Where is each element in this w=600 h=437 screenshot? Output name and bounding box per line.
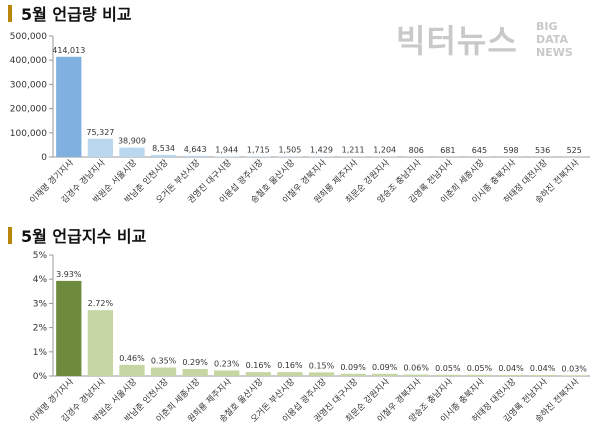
bar xyxy=(119,364,145,376)
heading-accent-bar xyxy=(8,226,12,244)
mentions-heading: 5월 언급량 비교 xyxy=(8,2,132,24)
bar xyxy=(87,138,114,157)
bar xyxy=(182,155,208,157)
index-heading: 5월 언급지수 비교 xyxy=(8,224,146,246)
bar xyxy=(150,367,177,376)
bar-value-label: 2.72% xyxy=(88,299,114,308)
mentions-heading-text: 5월 언급량 비교 xyxy=(21,5,132,24)
bar-value-label: 0.04% xyxy=(498,364,524,373)
bigdata-news-logo: 빅터뉴스 BIG DATA NEWS xyxy=(396,10,586,68)
bar-value-label: 75,327 xyxy=(86,128,114,137)
bar-value-label: 1,429 xyxy=(310,146,333,155)
logo-english-text: BIG DATA NEWS xyxy=(536,20,573,59)
bar-value-label: 525 xyxy=(567,146,582,155)
bar-value-label: 1,944 xyxy=(215,146,238,155)
bar-value-label: 0.04% xyxy=(530,364,556,373)
bar-value-label: 1,715 xyxy=(247,146,270,155)
bar xyxy=(372,373,398,376)
bar-value-label: 1,505 xyxy=(278,146,301,155)
bar-value-label: 1,211 xyxy=(342,146,365,155)
index-heading-text: 5월 언급지수 비교 xyxy=(21,227,147,246)
bar-value-label: 0.46% xyxy=(119,354,145,363)
bar xyxy=(245,372,271,376)
bar xyxy=(308,372,335,376)
bar-value-label: 0.09% xyxy=(372,363,398,372)
bar-value-label: 598 xyxy=(503,146,518,155)
heading-accent-bar xyxy=(8,4,12,22)
y-tick-label: 0 xyxy=(41,153,47,163)
y-tick-label: 400,000 xyxy=(10,56,47,66)
bar-value-label: 1,204 xyxy=(373,146,396,155)
bar xyxy=(119,147,145,157)
mentions-bar-chart: 0 100,000 200,000 300,000 400,000 500,000 414,… xyxy=(10,32,590,206)
bar-value-label: 0.05% xyxy=(467,364,493,373)
bar-value-label: 4,643 xyxy=(184,145,207,154)
y-tick-label: 300,000 xyxy=(10,80,47,90)
bar-value-label: 0.05% xyxy=(435,364,461,373)
y-tick-label: 5% xyxy=(33,251,48,261)
y-tick-label: 500,000 xyxy=(10,32,47,42)
bar xyxy=(214,370,240,376)
bar-value-label: 38,909 xyxy=(118,137,146,146)
y-tick-label: 0% xyxy=(33,372,48,382)
bar-value-label: 0.16% xyxy=(246,361,272,370)
bar xyxy=(87,310,114,376)
y-tick-label: 1% xyxy=(33,348,48,358)
bar xyxy=(466,374,493,376)
bar-value-label: 0.23% xyxy=(214,359,240,368)
bar xyxy=(529,375,556,376)
y-tick-label: 100,000 xyxy=(10,129,47,139)
bar xyxy=(56,56,82,157)
bar-value-label: 0.06% xyxy=(404,364,430,373)
bar-value-label: 536 xyxy=(535,146,550,155)
bar xyxy=(340,373,366,376)
bar xyxy=(498,375,524,376)
bar xyxy=(182,368,208,376)
bar-value-label: 0.16% xyxy=(277,361,303,370)
bar xyxy=(150,154,177,157)
bar-value-label: 3.93% xyxy=(56,270,82,279)
y-tick-label: 200,000 xyxy=(10,105,47,115)
logo-korean-text: 빅터뉴스 xyxy=(396,22,518,60)
bar xyxy=(435,374,461,376)
bar xyxy=(403,374,429,376)
bar xyxy=(561,375,587,376)
bar-value-label: 0.15% xyxy=(309,361,335,370)
y-tick-label: 2% xyxy=(33,324,48,334)
bar-value-label: 0.09% xyxy=(340,363,366,372)
bar xyxy=(56,280,82,376)
bar-value-label: 806 xyxy=(409,146,424,155)
bar-value-label: 0.35% xyxy=(151,357,177,366)
bar xyxy=(277,372,303,376)
bar-value-label: 0.29% xyxy=(182,358,208,367)
bar-value-label: 645 xyxy=(472,146,487,155)
bar-value-label: 414,013 xyxy=(52,46,85,55)
bar-value-label: 681 xyxy=(440,146,455,155)
y-tick-label: 3% xyxy=(33,299,48,309)
bar-value-label: 0.03% xyxy=(561,364,587,373)
bar-value-label: 8,534 xyxy=(152,144,175,153)
y-tick-label: 4% xyxy=(33,275,48,285)
